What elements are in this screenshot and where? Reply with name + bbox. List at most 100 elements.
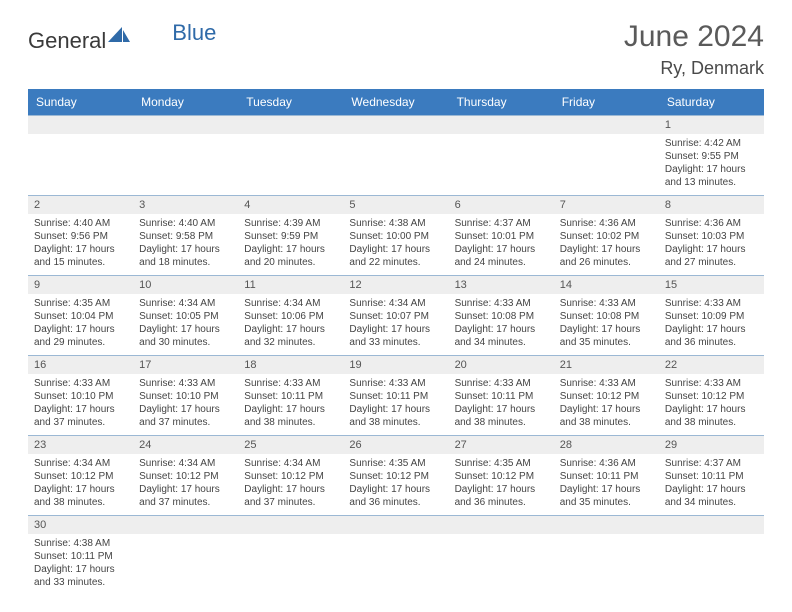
day-cell (554, 116, 659, 196)
calendar-table: Sunday Monday Tuesday Wednesday Thursday… (28, 89, 764, 595)
day-cell (133, 116, 238, 196)
date-number: 16 (28, 356, 133, 374)
day-cell: 3Sunrise: 4:40 AMSunset: 9:58 PMDaylight… (133, 196, 238, 276)
day-content: Sunrise: 4:39 AMSunset: 9:59 PMDaylight:… (238, 214, 343, 275)
date-number: 10 (133, 276, 238, 294)
day-content (28, 134, 133, 184)
day-cell: 14Sunrise: 4:33 AMSunset: 10:08 PMDaylig… (554, 276, 659, 356)
day-header-friday: Friday (554, 89, 659, 116)
day-content: Sunrise: 4:34 AMSunset: 10:12 PMDaylight… (238, 454, 343, 515)
date-number: 20 (449, 356, 554, 374)
day-content: Sunrise: 4:33 AMSunset: 10:09 PMDaylight… (659, 294, 764, 355)
day-content: Sunrise: 4:38 AMSunset: 10:00 PMDaylight… (343, 214, 448, 275)
location-label: Ry, Denmark (624, 58, 764, 79)
date-number: 6 (449, 196, 554, 214)
day-cell: 7Sunrise: 4:36 AMSunset: 10:02 PMDayligh… (554, 196, 659, 276)
day-cell: 16Sunrise: 4:33 AMSunset: 10:10 PMDaylig… (28, 356, 133, 436)
day-content: Sunrise: 4:35 AMSunset: 10:12 PMDaylight… (449, 454, 554, 515)
day-cell: 8Sunrise: 4:36 AMSunset: 10:03 PMDayligh… (659, 196, 764, 276)
day-header-wednesday: Wednesday (343, 89, 448, 116)
date-number: 3 (133, 196, 238, 214)
date-number: 1 (659, 116, 764, 134)
week-row: 16Sunrise: 4:33 AMSunset: 10:10 PMDaylig… (28, 356, 764, 436)
day-cell: 18Sunrise: 4:33 AMSunset: 10:11 PMDaylig… (238, 356, 343, 436)
week-row: 1Sunrise: 4:42 AMSunset: 9:55 PMDaylight… (28, 116, 764, 196)
day-content: Sunrise: 4:37 AMSunset: 10:01 PMDaylight… (449, 214, 554, 275)
date-number: 9 (28, 276, 133, 294)
day-cell: 19Sunrise: 4:33 AMSunset: 10:11 PMDaylig… (343, 356, 448, 436)
day-content (554, 134, 659, 184)
day-content: Sunrise: 4:33 AMSunset: 10:10 PMDaylight… (133, 374, 238, 435)
day-content (449, 534, 554, 584)
day-content: Sunrise: 4:36 AMSunset: 10:11 PMDaylight… (554, 454, 659, 515)
day-cell: 21Sunrise: 4:33 AMSunset: 10:12 PMDaylig… (554, 356, 659, 436)
page-header: General Blue June 2024 Ry, Denmark (28, 20, 764, 79)
date-number: 28 (554, 436, 659, 454)
day-content (133, 534, 238, 584)
day-content (554, 534, 659, 584)
date-number: 5 (343, 196, 448, 214)
month-title: June 2024 (624, 20, 764, 54)
day-content: Sunrise: 4:33 AMSunset: 10:08 PMDaylight… (449, 294, 554, 355)
date-number (449, 116, 554, 134)
day-cell (238, 116, 343, 196)
day-header-row: Sunday Monday Tuesday Wednesday Thursday… (28, 89, 764, 116)
date-number: 30 (28, 516, 133, 534)
day-header-saturday: Saturday (659, 89, 764, 116)
day-cell (449, 516, 554, 596)
day-content: Sunrise: 4:33 AMSunset: 10:11 PMDaylight… (238, 374, 343, 435)
day-content (238, 534, 343, 584)
day-content: Sunrise: 4:34 AMSunset: 10:12 PMDaylight… (133, 454, 238, 515)
day-cell: 30Sunrise: 4:38 AMSunset: 10:11 PMDaylig… (28, 516, 133, 596)
date-number: 11 (238, 276, 343, 294)
week-row: 23Sunrise: 4:34 AMSunset: 10:12 PMDaylig… (28, 436, 764, 516)
day-content: Sunrise: 4:40 AMSunset: 9:58 PMDaylight:… (133, 214, 238, 275)
day-content: Sunrise: 4:35 AMSunset: 10:12 PMDaylight… (343, 454, 448, 515)
day-cell: 13Sunrise: 4:33 AMSunset: 10:08 PMDaylig… (449, 276, 554, 356)
day-content: Sunrise: 4:40 AMSunset: 9:56 PMDaylight:… (28, 214, 133, 275)
day-header-thursday: Thursday (449, 89, 554, 116)
logo-text-dark: General (28, 28, 106, 54)
day-content: Sunrise: 4:38 AMSunset: 10:11 PMDaylight… (28, 534, 133, 595)
day-content: Sunrise: 4:33 AMSunset: 10:08 PMDaylight… (554, 294, 659, 355)
date-number: 18 (238, 356, 343, 374)
day-content: Sunrise: 4:42 AMSunset: 9:55 PMDaylight:… (659, 134, 764, 195)
day-content (343, 134, 448, 184)
date-number (554, 516, 659, 534)
date-number: 4 (238, 196, 343, 214)
day-content: Sunrise: 4:34 AMSunset: 10:05 PMDaylight… (133, 294, 238, 355)
date-number: 15 (659, 276, 764, 294)
day-content: Sunrise: 4:34 AMSunset: 10:06 PMDaylight… (238, 294, 343, 355)
date-number: 27 (449, 436, 554, 454)
date-number (238, 116, 343, 134)
date-number: 7 (554, 196, 659, 214)
title-block: June 2024 Ry, Denmark (624, 20, 764, 79)
date-number: 12 (343, 276, 448, 294)
day-cell (449, 116, 554, 196)
calendar-body: 1Sunrise: 4:42 AMSunset: 9:55 PMDaylight… (28, 116, 764, 596)
day-content (449, 134, 554, 184)
logo-text-blue: Blue (172, 20, 216, 46)
day-content: Sunrise: 4:33 AMSunset: 10:10 PMDaylight… (28, 374, 133, 435)
date-number (133, 516, 238, 534)
day-cell: 22Sunrise: 4:33 AMSunset: 10:12 PMDaylig… (659, 356, 764, 436)
day-cell: 2Sunrise: 4:40 AMSunset: 9:56 PMDaylight… (28, 196, 133, 276)
day-content: Sunrise: 4:36 AMSunset: 10:03 PMDaylight… (659, 214, 764, 275)
day-cell: 6Sunrise: 4:37 AMSunset: 10:01 PMDayligh… (449, 196, 554, 276)
date-number: 2 (28, 196, 133, 214)
day-content: Sunrise: 4:33 AMSunset: 10:11 PMDaylight… (449, 374, 554, 435)
day-cell: 10Sunrise: 4:34 AMSunset: 10:05 PMDaylig… (133, 276, 238, 356)
day-cell (343, 516, 448, 596)
day-content: Sunrise: 4:33 AMSunset: 10:12 PMDaylight… (554, 374, 659, 435)
date-number: 23 (28, 436, 133, 454)
day-cell: 28Sunrise: 4:36 AMSunset: 10:11 PMDaylig… (554, 436, 659, 516)
day-cell: 29Sunrise: 4:37 AMSunset: 10:11 PMDaylig… (659, 436, 764, 516)
date-number (449, 516, 554, 534)
day-cell: 20Sunrise: 4:33 AMSunset: 10:11 PMDaylig… (449, 356, 554, 436)
day-content (659, 534, 764, 584)
day-content: Sunrise: 4:37 AMSunset: 10:11 PMDaylight… (659, 454, 764, 515)
day-content: Sunrise: 4:34 AMSunset: 10:12 PMDaylight… (28, 454, 133, 515)
date-number: 25 (238, 436, 343, 454)
date-number (238, 516, 343, 534)
date-number (28, 116, 133, 134)
